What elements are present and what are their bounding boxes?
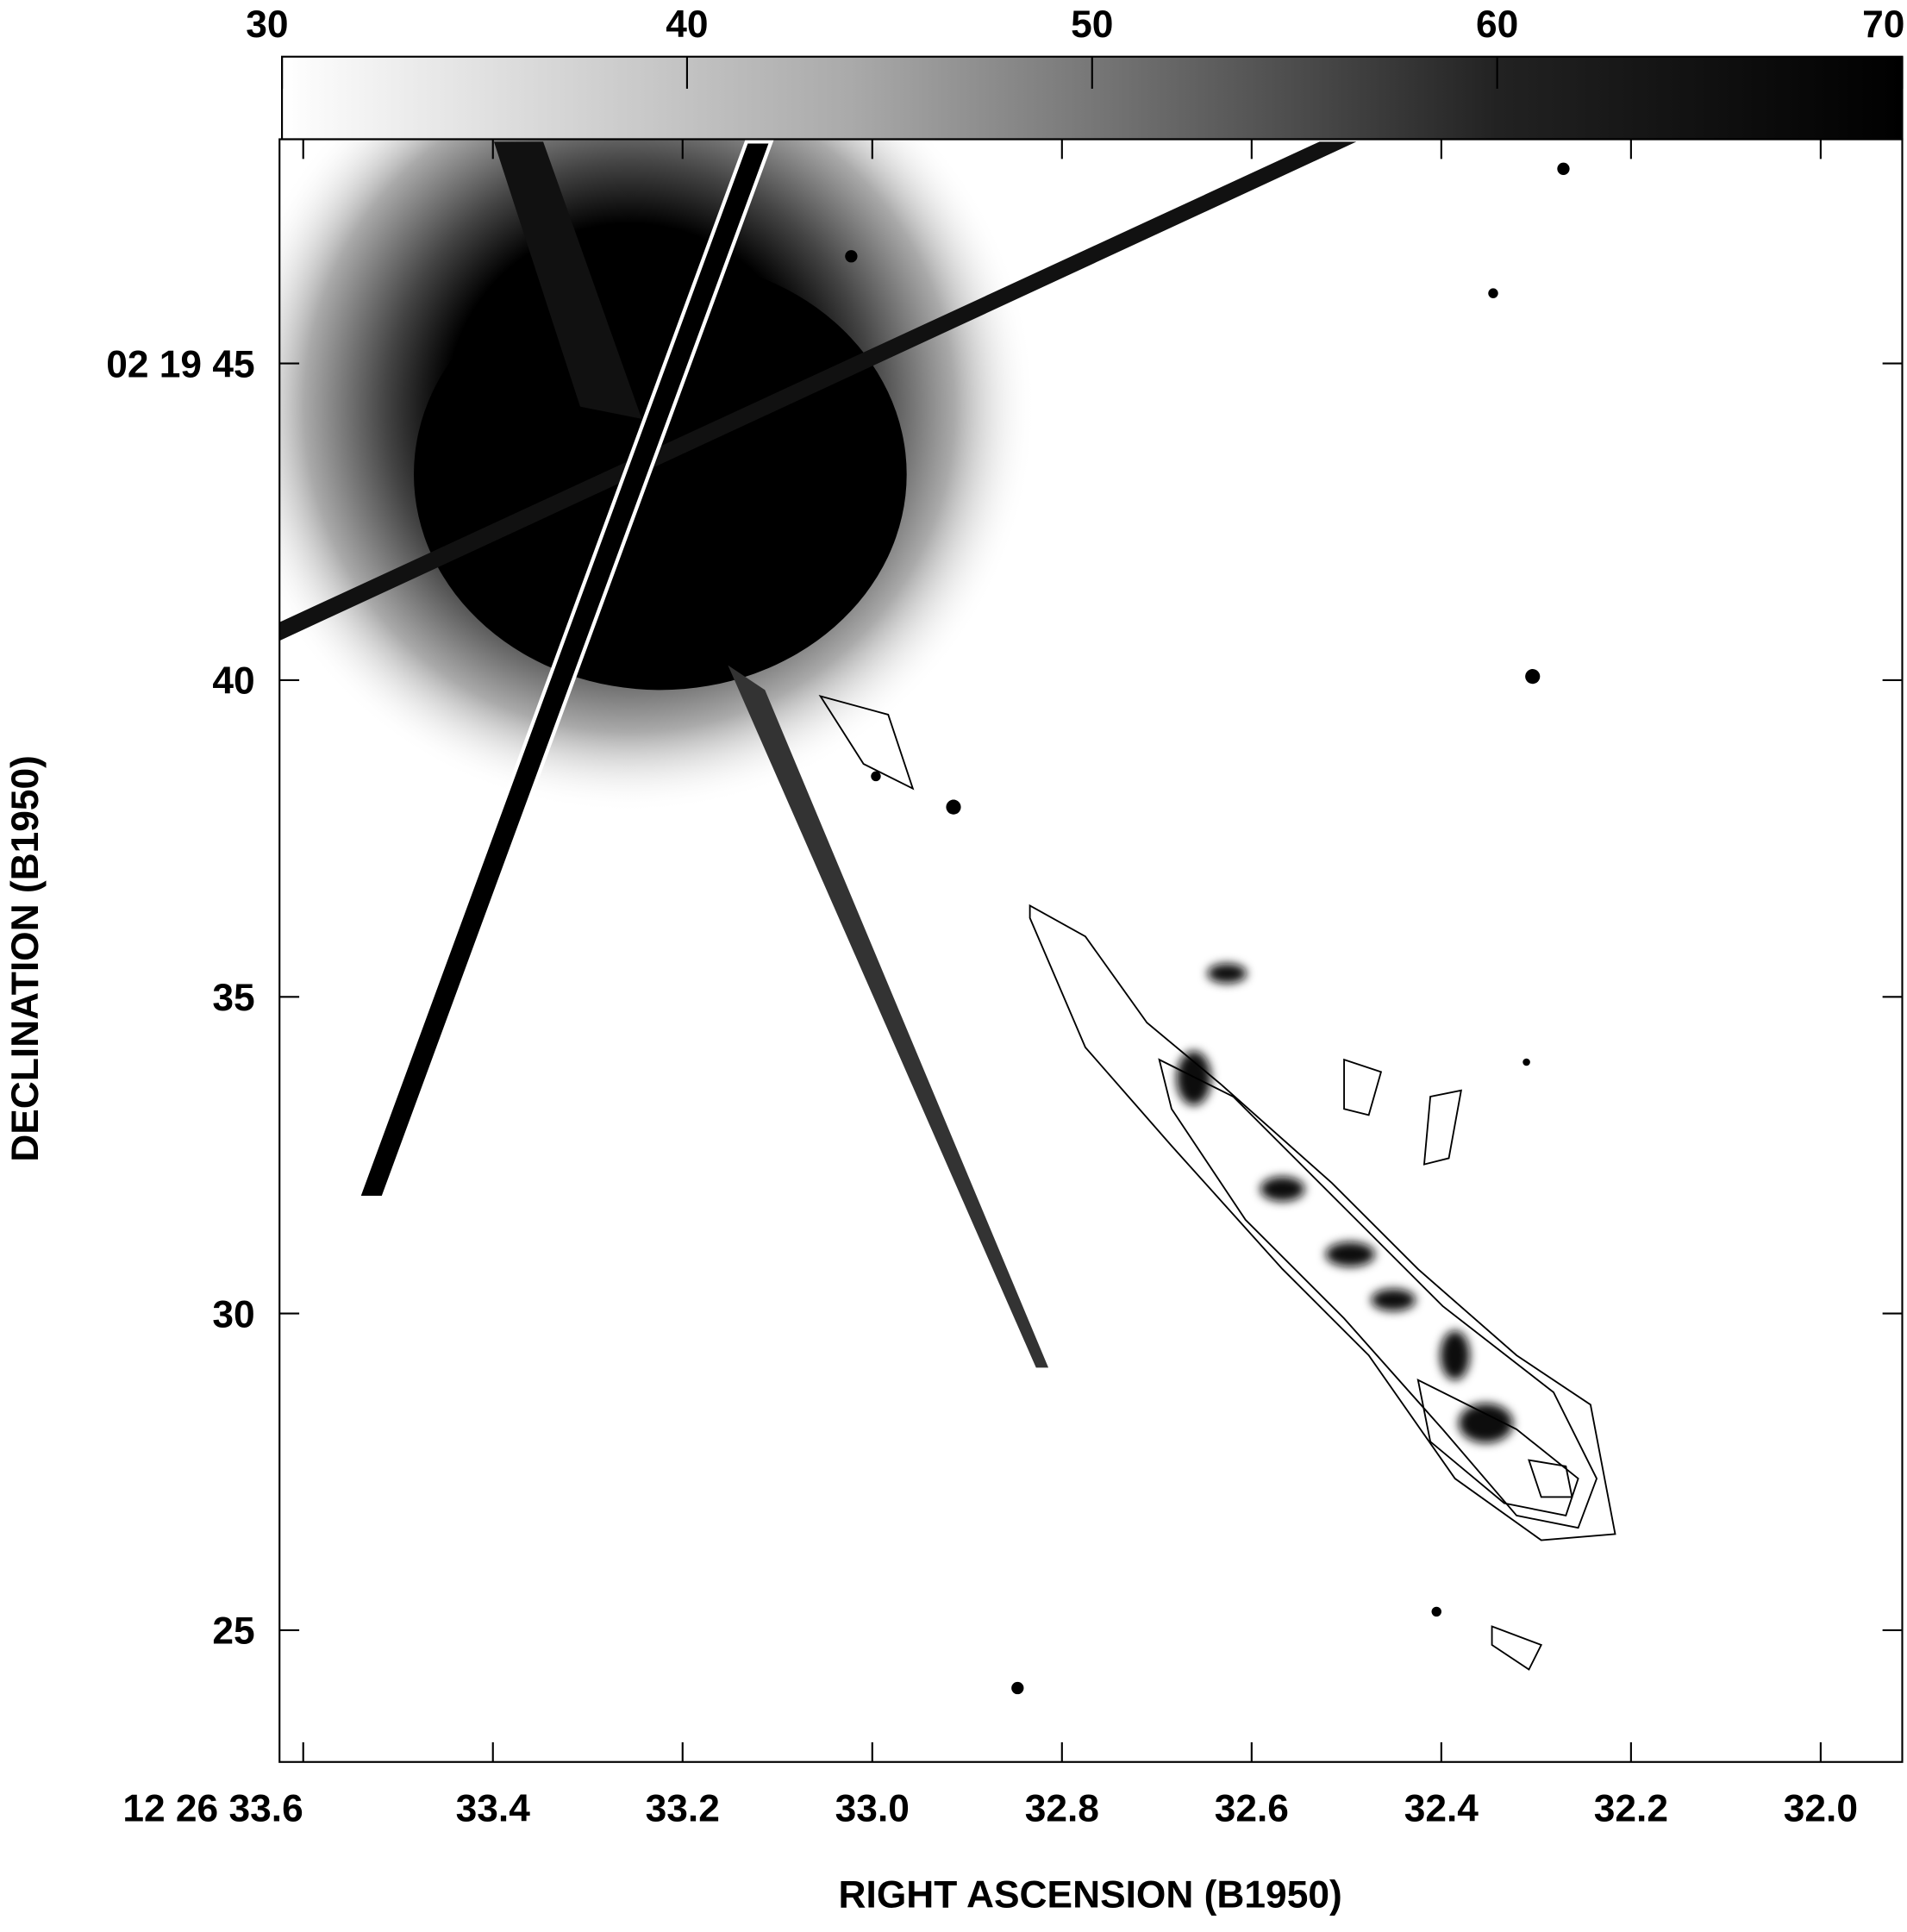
x-tick-label: 12 26 33.6 — [122, 1787, 303, 1829]
colorbar-tick-label: 70 — [1862, 3, 1904, 46]
x-tick-label: 32.6 — [1215, 1787, 1289, 1829]
bleed-trail — [355, 140, 774, 1200]
y-tick-label: 35 — [212, 977, 254, 1019]
image — [279, 139, 1616, 1695]
colorbar-tick-label: 40 — [666, 3, 708, 46]
y-tick-label: 25 — [212, 1610, 254, 1653]
x-tick-label: 32.4 — [1404, 1787, 1479, 1829]
spike — [493, 141, 642, 419]
x-tick-label: 32.2 — [1594, 1787, 1668, 1829]
x-tick-label: 33.4 — [456, 1787, 531, 1829]
star-core — [414, 259, 907, 691]
spike — [728, 665, 1049, 1368]
x-tick-label: 32.0 — [1784, 1787, 1858, 1829]
y-tick-label: 02 19 45 — [106, 343, 254, 385]
colorbar-tick-label: 50 — [1071, 3, 1113, 46]
y-axis-title: DECLINATION (B1950) — [4, 755, 47, 1162]
x-tick-label: 33.2 — [646, 1787, 720, 1829]
contours — [818, 694, 1616, 1671]
colorbar-tick-label: 30 — [246, 3, 288, 46]
y-tick-label: 30 — [212, 1293, 254, 1335]
x-axis-title: RIGHT ASCENSION (B1950) — [839, 1873, 1342, 1916]
frame — [278, 138, 1904, 1763]
spike — [279, 141, 1357, 641]
x-tick-label: 33.0 — [835, 1787, 910, 1829]
colorbar-tick-label: 60 — [1476, 3, 1518, 46]
y-tick-label: 40 — [212, 660, 254, 703]
x-tick-label: 32.8 — [1025, 1787, 1099, 1829]
jet — [1176, 963, 1513, 1443]
sources — [845, 162, 1570, 1695]
